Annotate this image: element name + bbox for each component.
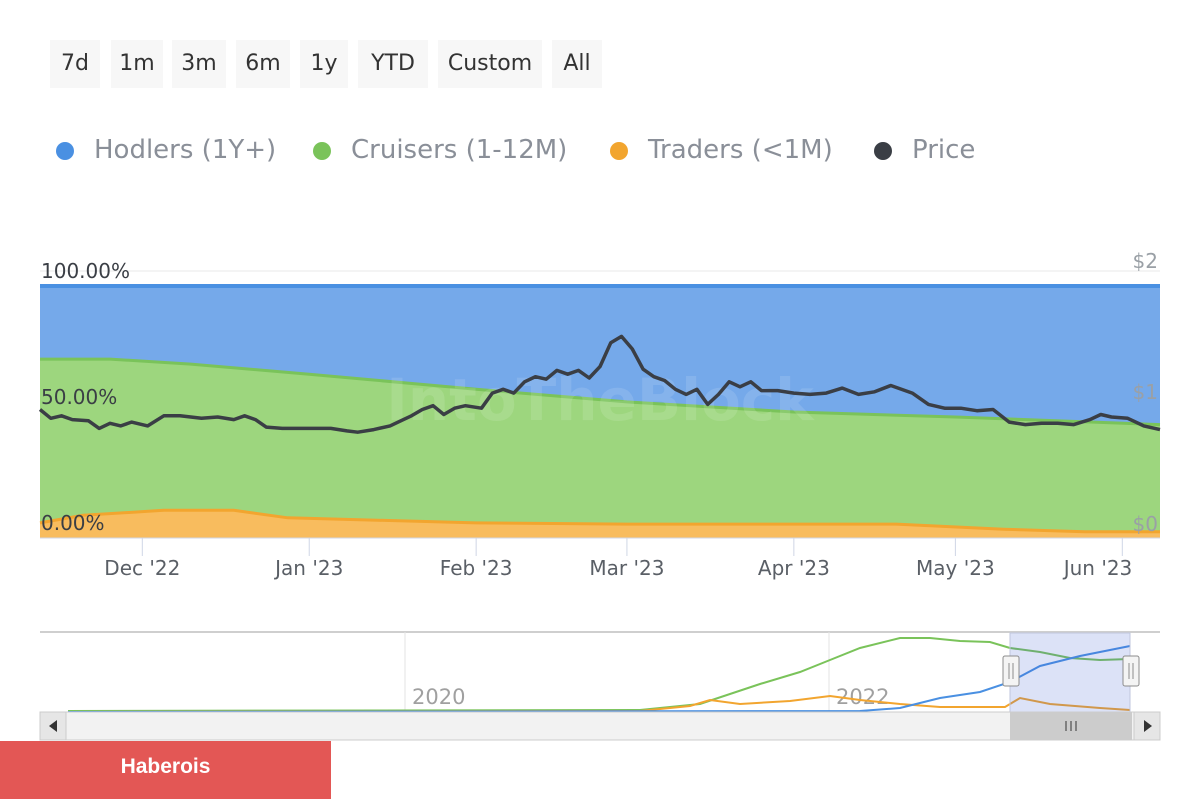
plot-area [39, 284, 1161, 538]
legend-dot-icon [313, 142, 331, 160]
y2-axis-tick-label: $0 [1133, 512, 1158, 536]
legend-dot-icon [874, 142, 892, 160]
axes: 100.00% 50.00% 0.00% $2 $1 $0 Dec '22 Jan '23 Fe… [40, 249, 1160, 580]
y2-axis-tick-label: $1 [1133, 380, 1158, 404]
arrow-left-icon [49, 720, 57, 732]
legend-dot-icon [56, 142, 74, 160]
range-button-1m[interactable]: 1m [111, 40, 163, 88]
navigator: 2020 2022 [39, 631, 1161, 741]
legend-label: Hodlers (1Y+) [94, 135, 277, 165]
range-button-7d[interactable]: 7d [50, 40, 100, 88]
x-axis-tick-label: May '23 [916, 556, 995, 580]
range-button-3m[interactable]: 3m [172, 40, 226, 88]
x-axis-tick-label: Feb '23 [440, 556, 513, 580]
y2-axis-tick-label: $2 [1133, 249, 1158, 273]
range-button-6m[interactable]: 6m [236, 40, 290, 88]
price-line [38, 334, 1161, 434]
arrow-right-icon [1144, 720, 1152, 732]
range-button-custom[interactable]: Custom [438, 40, 542, 88]
range-button-1y[interactable]: 1y [300, 40, 348, 88]
navigator-year-label: 2020 [412, 685, 465, 709]
cruisers-line [40, 357, 1161, 427]
legend-label: Price [912, 135, 976, 165]
y-axis-tick-label: 100.00% [41, 259, 130, 283]
y-axis-tick-label: 50.00% [41, 385, 117, 409]
x-axis-tick-label: Apr '23 [758, 556, 830, 580]
navigator-right-handle[interactable] [1122, 655, 1140, 687]
navigator-selection[interactable] [1009, 632, 1131, 713]
x-axis-tick-label: Mar '23 [589, 556, 664, 580]
legend-dot-icon [610, 142, 628, 160]
navigator-hodlers-line [67, 645, 1131, 713]
navigator-cruisers-line [67, 637, 1131, 712]
y-axis-tick-label: 0.00% [41, 511, 105, 535]
brand-label: Haberois [120, 755, 211, 778]
legend-label: Traders (<1M) [648, 135, 833, 165]
range-button-ytd[interactable]: YTD [358, 40, 428, 88]
legend-label: Cruisers (1-12M) [351, 135, 568, 165]
navigator-traders-line [67, 694, 1131, 713]
range-button-all[interactable]: All [552, 40, 602, 88]
navigator-left-handle[interactable] [1002, 655, 1020, 687]
watermark-text: IntoTheBlock [386, 366, 815, 434]
traders-line [39, 508, 1160, 534]
x-axis-tick-label: Jun '23 [1062, 556, 1133, 580]
x-axis-tick-label: Dec '22 [104, 556, 180, 580]
x-axis-tick-label: Jan '23 [273, 556, 343, 580]
cruisers-area [40, 359, 1160, 538]
navigator-scrollbar-track[interactable] [39, 711, 1161, 741]
holder-composition-chart: IntoTheBlock 100.00% 50.00% 0.00% $2 $1 $0 Dec… [38, 249, 1161, 580]
brand-badge: Haberois [0, 741, 331, 799]
price-series [38, 334, 1161, 434]
